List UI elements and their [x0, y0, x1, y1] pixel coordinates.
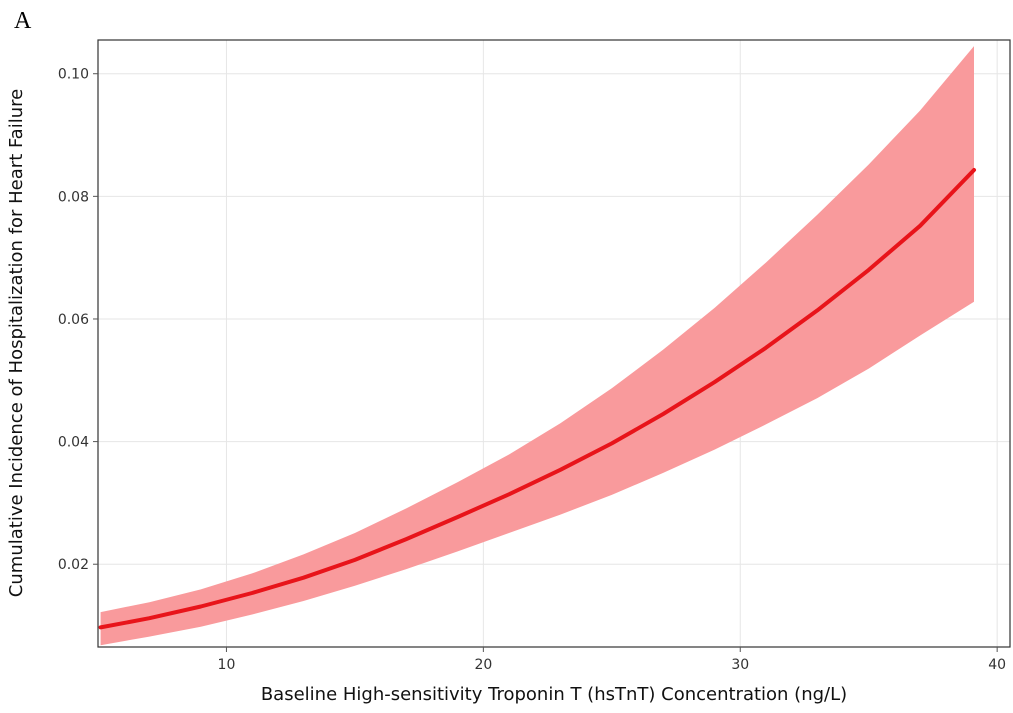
y-tick-label: 0.10: [58, 67, 89, 83]
y-axis: 0.02 0.04 0.06 0.08 0.10: [58, 67, 98, 573]
x-axis: 10 20 30 40: [218, 647, 1006, 673]
series-line: [98, 168, 976, 630]
series-line-layer: [98, 168, 976, 630]
x-tick-label: 30: [731, 657, 749, 673]
panel-label: A: [14, 8, 32, 34]
y-tick-label: 0.06: [58, 312, 89, 328]
confidence-band-layer: [100, 46, 975, 646]
x-tick-label: 10: [218, 657, 236, 673]
x-tick-label: 40: [988, 657, 1006, 673]
x-tick-label: 20: [474, 657, 492, 673]
x-axis-label: Baseline High-sensitivity Troponin T (hs…: [261, 684, 847, 705]
y-axis-label: Cumulative Incidence of Hospitalization …: [6, 89, 27, 597]
confidence-band: [100, 46, 975, 646]
y-tick-label: 0.08: [58, 189, 89, 205]
y-tick-label: 0.02: [58, 557, 89, 573]
plot-area: [97, 39, 1011, 648]
y-tick-label: 0.04: [58, 435, 89, 451]
